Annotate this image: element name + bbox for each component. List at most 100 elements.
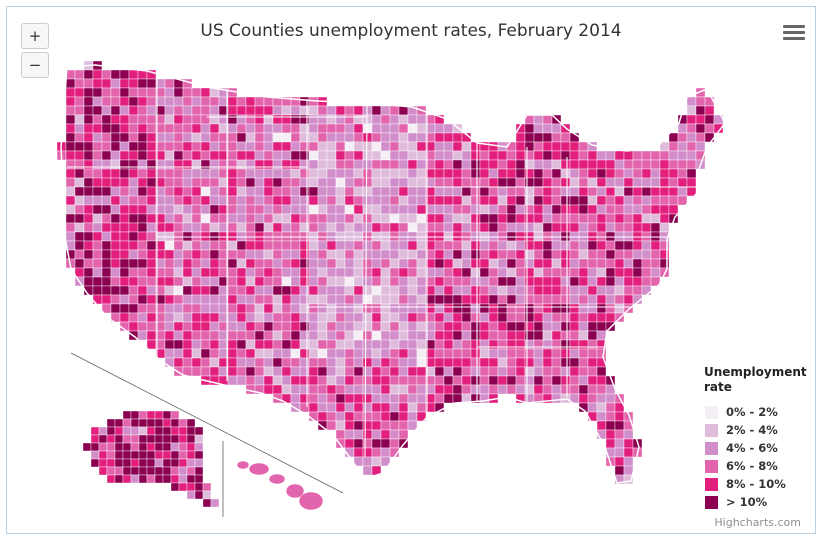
county[interactable] [272, 249, 283, 260]
county[interactable] [551, 348, 562, 359]
county[interactable] [308, 213, 319, 224]
county[interactable] [146, 204, 157, 215]
county[interactable] [186, 458, 196, 468]
county[interactable] [479, 330, 490, 341]
county[interactable] [317, 357, 328, 368]
county[interactable] [299, 375, 310, 386]
county[interactable] [398, 132, 409, 143]
county[interactable] [551, 195, 562, 206]
county[interactable] [209, 123, 220, 134]
county[interactable] [605, 411, 616, 422]
county[interactable] [587, 240, 598, 251]
county[interactable] [353, 348, 364, 359]
county[interactable] [74, 258, 85, 269]
county[interactable] [254, 177, 265, 188]
county[interactable] [434, 132, 445, 143]
county[interactable] [434, 357, 445, 368]
county[interactable] [164, 159, 175, 170]
county[interactable] [119, 258, 130, 269]
county[interactable] [110, 195, 121, 206]
county[interactable] [542, 294, 553, 305]
county[interactable] [281, 312, 292, 323]
county[interactable] [524, 141, 535, 152]
county[interactable] [605, 240, 616, 251]
county[interactable] [407, 213, 418, 224]
county[interactable] [245, 285, 256, 296]
county[interactable] [308, 339, 319, 350]
county[interactable] [138, 410, 148, 420]
county[interactable] [65, 222, 76, 233]
zoom-out-button[interactable]: − [21, 52, 49, 78]
county[interactable] [389, 438, 400, 449]
county[interactable] [146, 442, 156, 452]
county[interactable] [138, 418, 148, 428]
county[interactable] [209, 114, 220, 125]
county[interactable] [128, 267, 139, 278]
county[interactable] [362, 213, 373, 224]
county[interactable] [137, 132, 148, 143]
county[interactable] [335, 348, 346, 359]
county[interactable] [596, 249, 607, 260]
county[interactable] [154, 466, 164, 476]
county[interactable] [569, 267, 580, 278]
county[interactable] [371, 375, 382, 386]
county[interactable] [317, 249, 328, 260]
county[interactable] [263, 96, 274, 107]
county[interactable] [182, 123, 193, 134]
county[interactable] [407, 366, 418, 377]
county[interactable] [173, 87, 184, 98]
county[interactable] [524, 366, 535, 377]
county[interactable] [114, 442, 124, 452]
county[interactable] [542, 123, 553, 134]
county[interactable] [65, 105, 76, 116]
county[interactable] [290, 213, 301, 224]
county[interactable] [578, 177, 589, 188]
county[interactable] [254, 213, 265, 224]
county[interactable] [695, 114, 706, 125]
county[interactable] [263, 384, 274, 395]
county[interactable] [569, 195, 580, 206]
county[interactable] [83, 132, 94, 143]
county[interactable] [290, 159, 301, 170]
county[interactable] [569, 330, 580, 341]
county[interactable] [154, 434, 164, 444]
county[interactable] [335, 240, 346, 251]
county[interactable] [317, 105, 328, 116]
county[interactable] [106, 474, 116, 484]
county[interactable] [560, 222, 571, 233]
county[interactable] [209, 240, 220, 251]
county[interactable] [326, 177, 337, 188]
county[interactable] [569, 348, 580, 359]
county[interactable] [353, 366, 364, 377]
county[interactable] [551, 267, 562, 278]
county[interactable] [101, 159, 112, 170]
county[interactable] [281, 105, 292, 116]
county[interactable] [560, 321, 571, 332]
county[interactable] [98, 450, 108, 460]
county[interactable] [254, 348, 265, 359]
county[interactable] [479, 339, 490, 350]
county[interactable] [263, 204, 274, 215]
county[interactable] [254, 339, 265, 350]
county[interactable] [542, 258, 553, 269]
county[interactable] [632, 186, 643, 197]
county[interactable] [164, 249, 175, 260]
county[interactable] [182, 105, 193, 116]
county[interactable] [128, 186, 139, 197]
county[interactable] [281, 132, 292, 143]
county[interactable] [335, 384, 346, 395]
county[interactable] [497, 321, 508, 332]
county[interactable] [443, 321, 454, 332]
county[interactable] [371, 393, 382, 404]
county[interactable] [110, 222, 121, 233]
county[interactable] [371, 384, 382, 395]
county[interactable] [227, 249, 238, 260]
county[interactable] [632, 177, 643, 188]
county[interactable] [245, 375, 256, 386]
county[interactable] [452, 267, 463, 278]
county[interactable] [191, 321, 202, 332]
county[interactable] [272, 303, 283, 314]
county[interactable] [380, 204, 391, 215]
county[interactable] [272, 132, 283, 143]
county[interactable] [326, 150, 337, 161]
